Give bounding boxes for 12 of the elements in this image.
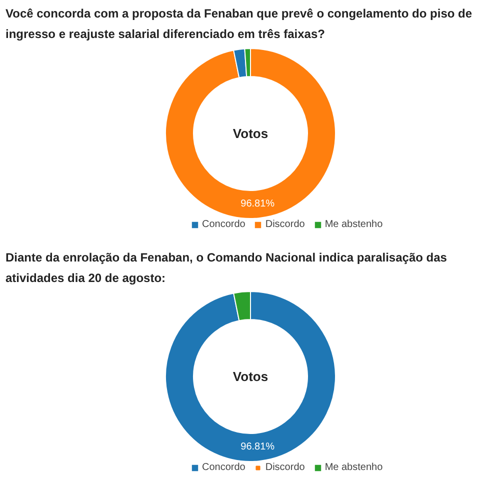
- legend-label: Discordo: [265, 218, 305, 230]
- legend-label: Concordo: [202, 461, 246, 473]
- chart-title: Diante da enrolação da Fenaban, o Comando Nacional indica paralisação das atividades dia 20 de agosto:: [6, 250, 448, 285]
- chart-title: Você concorda com a proposta da Fenaban que prevê o congelamento do piso de ingresso e reajuste salarial diferenciado em três faixas?: [6, 6, 472, 41]
- legend-label: Me abstenho: [324, 461, 383, 473]
- text: Votos: [232, 126, 268, 141]
- text: Votos: [232, 369, 268, 384]
- legend-label: Me abstenho: [324, 218, 383, 230]
- legend-label: Concordo: [202, 218, 246, 230]
- data-label: 96.81%: [240, 198, 275, 210]
- data-label: 96.81%: [240, 442, 275, 453]
- legend-label: Discordo: [265, 461, 305, 473]
